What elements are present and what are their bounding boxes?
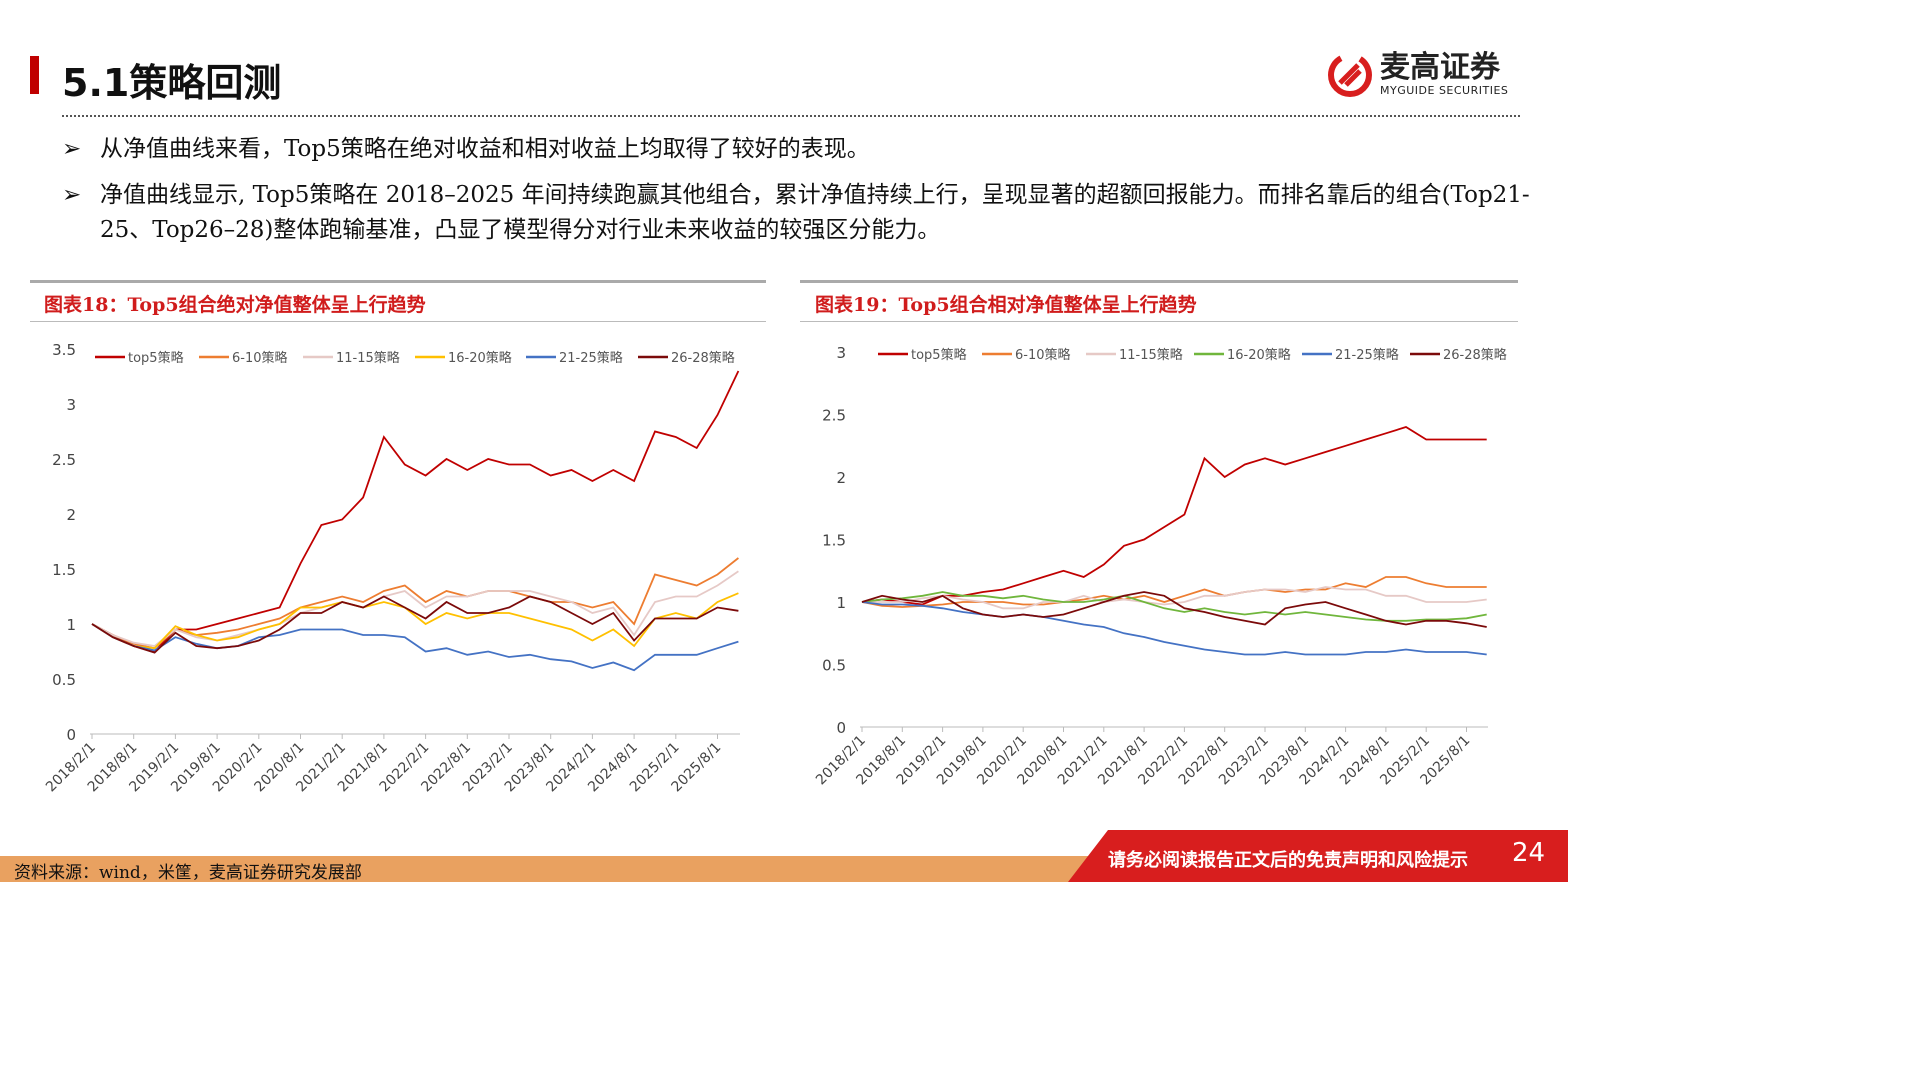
arrow-bullet-icon: ➢ <box>62 136 82 162</box>
logo-text-en: MYGUIDE SECURITIES <box>1380 84 1509 97</box>
page-number: 24 <box>1512 838 1546 868</box>
bullet-1: ➢ 从净值曲线来看，Top5策略在绝对收益和相对收益上均取得了较好的表现。 <box>62 132 1522 167</box>
y-tick-label: 0.5 <box>52 671 76 689</box>
series-line-11-15策略 <box>91 570 739 647</box>
y-tick-label: 2.5 <box>822 407 846 425</box>
series-line-26-28策略 <box>91 595 739 654</box>
disclaimer-text: 请务必阅读报告正文后的免责声明和风险提示 <box>1108 850 1468 871</box>
panel-rule <box>800 321 1518 322</box>
logo-text-cn: 麦高证券 <box>1380 50 1500 85</box>
legend-label: 26-28策略 <box>1443 347 1507 363</box>
y-tick-label: 0 <box>66 726 76 744</box>
legend-label: 11-15策略 <box>1119 347 1183 363</box>
series-line-6-10策略 <box>861 576 1487 608</box>
legend-label: 6-10策略 <box>1015 347 1071 363</box>
series-line-21-25策略 <box>91 623 739 672</box>
y-tick-label: 1.5 <box>822 532 846 550</box>
y-tick-label: 1.5 <box>52 561 76 579</box>
series-line-21-25策略 <box>861 601 1487 656</box>
absolute-nav-chart: 00.511.522.533.52018/2/12018/8/12019/2/1… <box>43 341 1507 795</box>
y-tick-label: 3.5 <box>52 341 76 359</box>
legend-label: top5策略 <box>911 347 967 363</box>
y-tick-label: 2.5 <box>52 451 76 469</box>
legend-label: top5策略 <box>128 350 184 366</box>
source-note: 资料来源：wind，米筐，麦高证券研究发展部 <box>14 863 362 883</box>
series-line-11-15策略 <box>862 586 1487 610</box>
disclaimer-banner <box>1068 830 1568 882</box>
title-accent-bar <box>30 56 39 94</box>
logo-mark-icon <box>1328 52 1372 97</box>
panel-rule <box>30 321 766 322</box>
legend-label: 16-20策略 <box>448 350 512 366</box>
y-tick-label: 0.5 <box>822 657 846 675</box>
y-tick-label: 3 <box>836 344 846 362</box>
legend-label: 21-25策略 <box>559 350 623 366</box>
series-line-6-10策略 <box>91 557 739 650</box>
y-tick-label: 2 <box>66 506 76 524</box>
series-line-top5策略 <box>91 370 740 653</box>
legend-label: 11-15策略 <box>336 350 400 366</box>
series-line-16-20策略 <box>91 592 739 650</box>
legend-label: 6-10策略 <box>232 350 288 366</box>
y-tick-label: 1 <box>836 594 846 612</box>
arrow-bullet-icon: ➢ <box>62 182 82 208</box>
panel-top-rule <box>30 280 766 283</box>
page-title: 5.1策略回测 <box>62 61 282 105</box>
chart-title: 图表19：Top5组合相对净值整体呈上行趋势 <box>815 294 1197 316</box>
panel-top-rule <box>800 280 1518 283</box>
logo: 麦高证券 MYGUIDE SECURITIES <box>1328 52 1508 97</box>
series-line-26-28策略 <box>861 591 1487 628</box>
y-tick-label: 1 <box>66 616 76 634</box>
bullet-2: ➢ 净值曲线显示, Top5策略在 2018–2025 年间持续跑赢其他组合，累… <box>62 178 1532 248</box>
chart-title: 图表18：Top5组合绝对净值整体呈上行趋势 <box>44 294 426 316</box>
y-tick-label: 2 <box>836 469 846 487</box>
header-divider <box>62 115 1520 117</box>
legend-label: 16-20策略 <box>1227 347 1291 363</box>
y-tick-label: 0 <box>836 719 846 737</box>
legend-label: 21-25策略 <box>1335 347 1399 363</box>
legend-label: 26-28策略 <box>671 350 735 366</box>
y-tick-label: 3 <box>66 396 76 414</box>
